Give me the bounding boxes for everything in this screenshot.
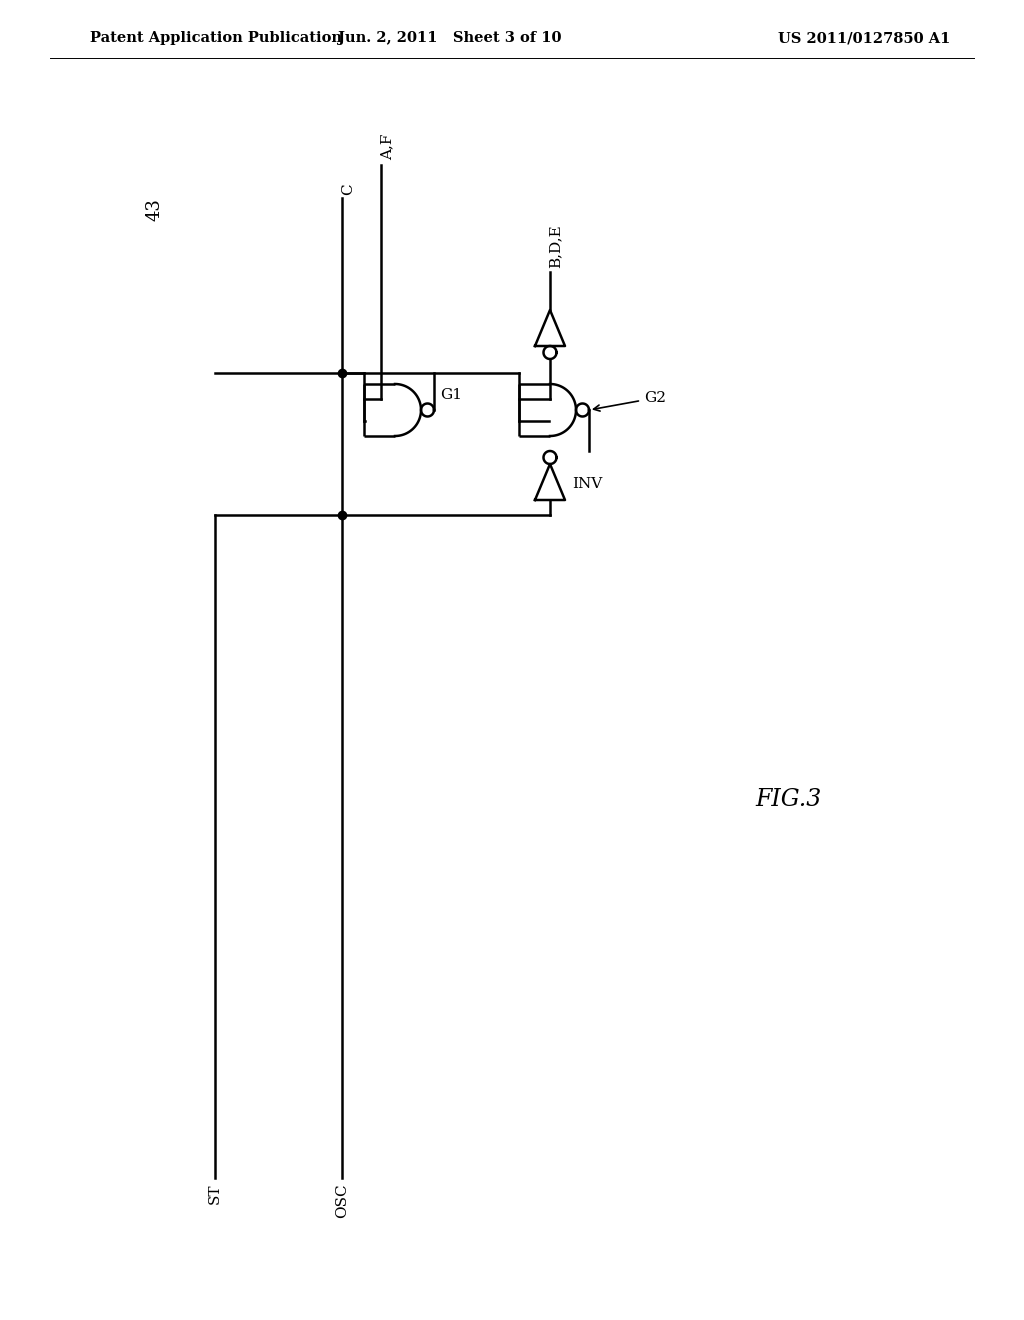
Text: INV: INV	[572, 477, 602, 491]
Text: OSC: OSC	[335, 1183, 349, 1217]
Text: G2: G2	[594, 391, 666, 411]
Text: G1: G1	[440, 388, 462, 403]
Text: Jun. 2, 2011   Sheet 3 of 10: Jun. 2, 2011 Sheet 3 of 10	[338, 30, 562, 45]
Text: 43: 43	[146, 198, 164, 222]
Text: ST: ST	[208, 1183, 222, 1204]
Text: Patent Application Publication: Patent Application Publication	[90, 30, 342, 45]
Text: C: C	[341, 183, 355, 195]
Text: B,D,E: B,D,E	[548, 224, 562, 268]
Text: FIG.3: FIG.3	[755, 788, 821, 812]
Text: US 2011/0127850 A1: US 2011/0127850 A1	[777, 30, 950, 45]
Text: A,F: A,F	[380, 133, 394, 160]
